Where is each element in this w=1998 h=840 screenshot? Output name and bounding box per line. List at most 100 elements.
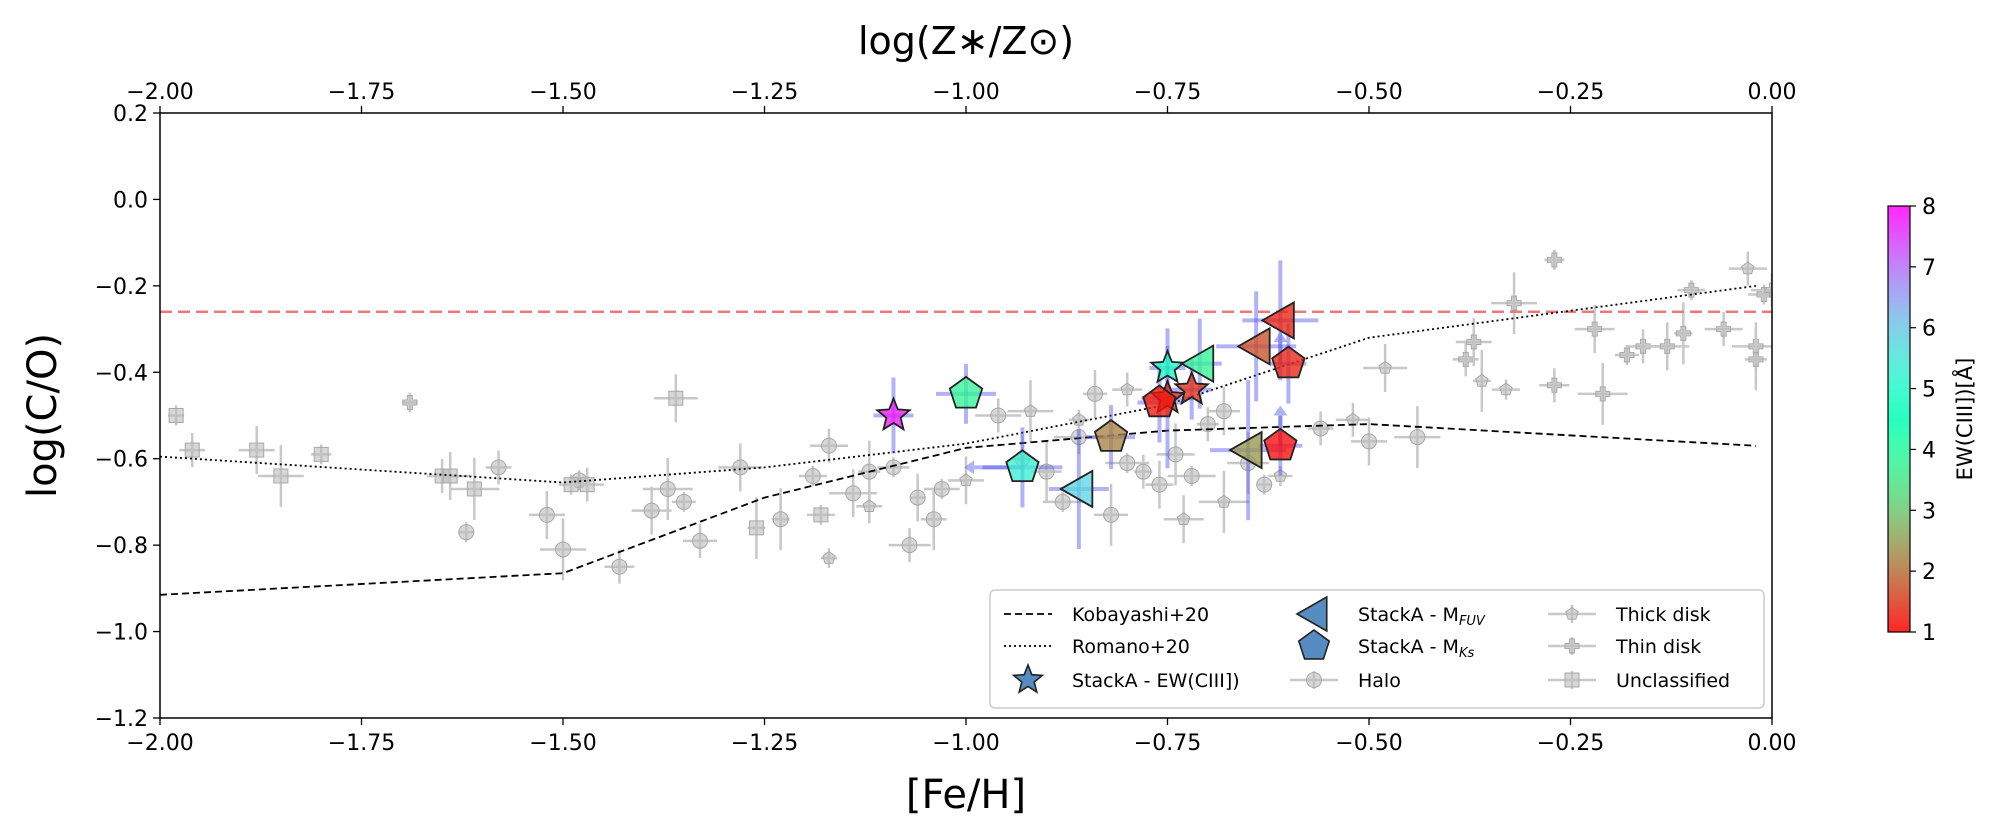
halo-star-marker bbox=[611, 558, 628, 575]
limit-arrowhead bbox=[964, 460, 975, 475]
stack-mks-marker bbox=[1263, 427, 1298, 461]
halo-star bbox=[771, 488, 790, 551]
unclassified-star bbox=[747, 496, 766, 559]
x-tick-label: −0.50 bbox=[1335, 731, 1402, 756]
halo-star bbox=[458, 522, 475, 543]
legend-label: StackA - MKs bbox=[1358, 636, 1474, 661]
halo-star bbox=[1307, 411, 1334, 446]
halo-star bbox=[718, 443, 763, 492]
legend-item-halo: Halo bbox=[1290, 670, 1401, 692]
legend-item-stack-mfuv: StackA - MFUV bbox=[1295, 595, 1486, 633]
thin-disk-star-marker bbox=[1764, 282, 1772, 298]
thin-disk-star bbox=[1614, 345, 1639, 365]
halo-star bbox=[631, 486, 672, 535]
y-tick-label: −1.0 bbox=[95, 621, 148, 646]
stack-mks-marker bbox=[1005, 449, 1040, 483]
colorbar-tick-label: 2 bbox=[1922, 560, 1936, 585]
thick-disk-star-marker bbox=[1217, 494, 1231, 508]
stack-mfuv-marker bbox=[1236, 326, 1271, 366]
thick-disk-star-marker bbox=[822, 550, 836, 564]
legend-item-kobayashi: Kobayashi+20 bbox=[1004, 604, 1209, 626]
top-x-tick-label: −2.00 bbox=[126, 80, 193, 105]
legend-pentagon-icon bbox=[1297, 629, 1331, 660]
thin-disk-star bbox=[1677, 280, 1706, 301]
halo-star bbox=[1094, 483, 1129, 546]
y-axis-label: log(C/O) bbox=[20, 333, 66, 498]
halo-star bbox=[1145, 460, 1174, 509]
legend-item-stack-ew: StackA - EW(CIII]) bbox=[1011, 662, 1240, 694]
thick-disk-star bbox=[1363, 343, 1408, 392]
legend-item-romano: Romano+20 bbox=[1004, 636, 1190, 658]
halo-star-marker bbox=[1361, 433, 1377, 450]
halo-star-marker bbox=[933, 480, 950, 497]
halo-star bbox=[809, 428, 848, 463]
unclassified-star-marker bbox=[184, 442, 200, 458]
halo-star bbox=[1351, 417, 1387, 466]
halo-star-marker bbox=[1103, 506, 1120, 523]
legend-label: StackA - EW(CIII]) bbox=[1072, 670, 1240, 692]
halo-star bbox=[1042, 491, 1083, 512]
legend-square-icon bbox=[1564, 672, 1580, 688]
thin-disk-star bbox=[1645, 322, 1690, 371]
thin-disk-star-marker bbox=[1619, 347, 1635, 363]
halo-star-marker bbox=[772, 511, 789, 528]
legend-plus-icon bbox=[1564, 638, 1580, 654]
unclassified-star-marker bbox=[249, 442, 265, 458]
legend-label: Thick disk bbox=[1615, 604, 1711, 626]
thick-disk-star bbox=[1007, 380, 1054, 443]
thick-disk-star-marker bbox=[1072, 412, 1086, 426]
halo-star-marker bbox=[675, 493, 692, 510]
stack-ew-marker bbox=[1149, 348, 1186, 384]
unclassified-star bbox=[449, 457, 500, 520]
y-tick-label: 0.2 bbox=[113, 102, 148, 127]
legend-item-uncl: Unclassified bbox=[1548, 670, 1730, 692]
thick-disk-star-marker bbox=[1346, 412, 1360, 426]
unclassified-star bbox=[570, 467, 605, 502]
halo-star-marker bbox=[820, 437, 837, 454]
colorbar-tick-label: 6 bbox=[1922, 317, 1936, 342]
thick-disk-star-marker bbox=[1120, 382, 1134, 396]
y-tick-label: 0.0 bbox=[113, 188, 148, 213]
top-x-axis-label: log(Z∗/Z⊙) bbox=[858, 19, 1074, 63]
thin-disk-star bbox=[401, 392, 418, 413]
halo-star-marker bbox=[1038, 463, 1055, 480]
thin-disk-star-marker bbox=[1546, 377, 1562, 393]
unclassified-star-marker bbox=[168, 408, 184, 423]
y-tick-label: −1.2 bbox=[95, 707, 148, 732]
thin-disk-star-marker bbox=[1683, 282, 1699, 298]
top-x-tick-label: −1.25 bbox=[731, 80, 798, 105]
thick-disk-star-marker bbox=[1378, 360, 1392, 374]
unclassified-star-marker bbox=[813, 507, 829, 523]
halo-star-marker bbox=[659, 480, 676, 497]
halo-star-marker bbox=[1215, 403, 1232, 420]
stack-mfuv-marker bbox=[1228, 430, 1263, 470]
halo-star-marker bbox=[845, 485, 862, 502]
x-tick-label: −1.00 bbox=[932, 731, 999, 756]
legend-item-thin: Thin disk bbox=[1548, 636, 1701, 658]
thin-disk-star-marker bbox=[1458, 351, 1474, 367]
legend-label: StackA - MFUV bbox=[1358, 604, 1486, 629]
halo-star bbox=[798, 466, 827, 486]
thick-disk-star bbox=[1728, 251, 1767, 286]
halo-star-marker bbox=[885, 459, 902, 476]
thin-disk-star bbox=[1455, 318, 1492, 367]
top-x-tick-label: −1.50 bbox=[529, 80, 596, 105]
halo-star bbox=[888, 528, 931, 563]
colorbar-tick-label: 1 bbox=[1922, 621, 1936, 646]
thick-disk-star-marker bbox=[1176, 512, 1191, 525]
thick-disk-star bbox=[1492, 379, 1521, 400]
x-tick-label: −1.25 bbox=[731, 731, 798, 756]
thin-disk-star-marker bbox=[1675, 325, 1691, 341]
thin-disk-star-marker bbox=[1546, 252, 1562, 268]
halo-star bbox=[671, 491, 696, 512]
halo-star bbox=[1105, 453, 1150, 474]
halo-star bbox=[909, 473, 926, 522]
thick-disk-star bbox=[948, 456, 984, 505]
halo-star bbox=[485, 450, 512, 485]
halo-star-marker bbox=[643, 502, 660, 519]
legend-label: Kobayashi+20 bbox=[1072, 604, 1209, 626]
thick-disk-star bbox=[1472, 349, 1491, 412]
legend-label: Unclassified bbox=[1616, 670, 1730, 692]
legend-label: Halo bbox=[1358, 670, 1401, 692]
top-x-tick-label: −0.50 bbox=[1335, 80, 1402, 105]
